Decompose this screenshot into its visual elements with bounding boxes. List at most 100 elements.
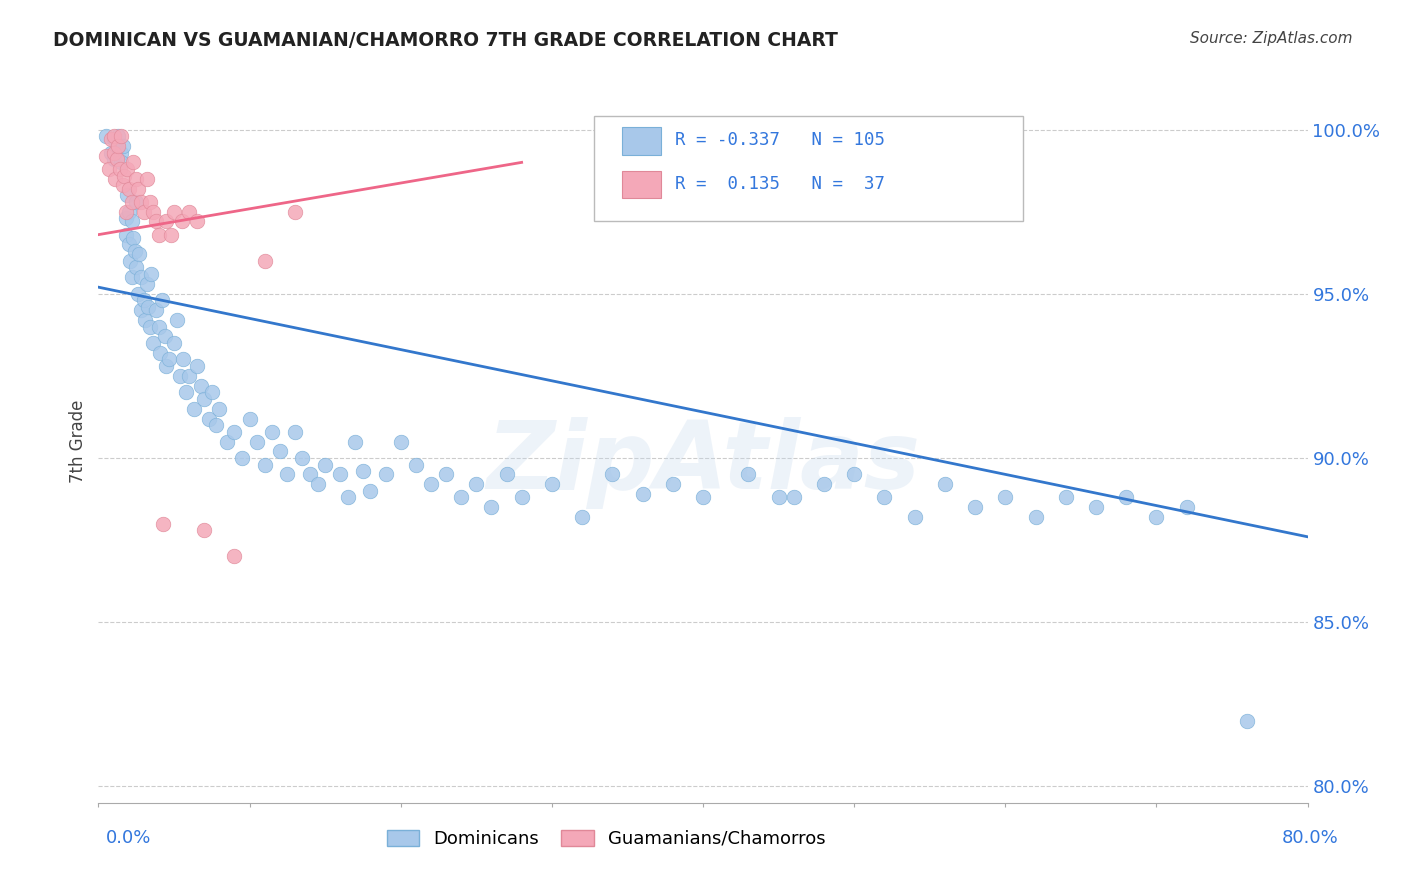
Point <box>299 467 322 482</box>
Point <box>139 194 162 209</box>
Point <box>94 149 117 163</box>
Point <box>148 319 170 334</box>
Point <box>374 467 396 482</box>
Point <box>127 286 149 301</box>
Point <box>118 237 141 252</box>
Point <box>208 401 231 416</box>
Point <box>873 491 896 505</box>
Point <box>269 444 291 458</box>
Point <box>114 211 136 226</box>
Legend: Dominicans, Guamanians/Chamorros: Dominicans, Guamanians/Chamorros <box>380 822 832 855</box>
Point <box>122 231 145 245</box>
Text: ZipAtlas: ZipAtlas <box>486 417 920 509</box>
Point <box>145 303 167 318</box>
Point <box>284 204 307 219</box>
Point <box>965 500 987 515</box>
Text: 80.0%: 80.0% <box>1282 829 1339 847</box>
Point <box>231 450 253 465</box>
Point <box>124 244 146 258</box>
Point <box>420 477 443 491</box>
Point <box>115 188 138 202</box>
Point <box>174 385 197 400</box>
Point <box>179 204 201 219</box>
Point <box>813 477 835 491</box>
Point <box>481 500 503 515</box>
Point <box>262 425 284 439</box>
Point <box>112 169 135 183</box>
Point <box>148 227 170 242</box>
Point <box>183 401 205 416</box>
Text: DOMINICAN VS GUAMANIAN/CHAMORRO 7TH GRADE CORRELATION CHART: DOMINICAN VS GUAMANIAN/CHAMORRO 7TH GRAD… <box>53 31 838 50</box>
Point <box>783 491 806 505</box>
Point <box>110 129 132 144</box>
Point <box>135 277 157 291</box>
Point <box>103 145 125 160</box>
Text: Source: ZipAtlas.com: Source: ZipAtlas.com <box>1189 31 1353 46</box>
Point <box>163 204 186 219</box>
Point <box>284 425 307 439</box>
Point <box>994 491 1017 505</box>
FancyBboxPatch shape <box>595 117 1024 221</box>
Point <box>1054 491 1077 505</box>
Point <box>114 227 136 242</box>
Point <box>98 161 121 176</box>
Point <box>186 214 208 228</box>
Point <box>150 293 173 308</box>
Point <box>1115 491 1137 505</box>
Point <box>307 477 329 491</box>
Point <box>114 204 136 219</box>
Point <box>134 313 156 327</box>
Point <box>224 425 246 439</box>
Point <box>136 300 159 314</box>
Point <box>224 549 246 564</box>
Point <box>110 145 132 160</box>
Point <box>108 161 131 176</box>
Point <box>155 359 177 373</box>
Point <box>737 467 759 482</box>
Point <box>118 182 141 196</box>
Point <box>540 477 562 491</box>
Point <box>121 214 143 228</box>
Point <box>121 194 143 209</box>
Point <box>253 458 276 472</box>
Point <box>1024 510 1046 524</box>
Point <box>336 491 359 505</box>
Point <box>246 434 269 449</box>
Point <box>115 161 138 176</box>
Point <box>160 227 183 242</box>
Point <box>934 477 956 491</box>
Point <box>169 368 191 383</box>
Point <box>314 458 336 472</box>
Point <box>1085 500 1108 515</box>
Point <box>166 313 188 327</box>
Point <box>571 510 593 524</box>
Point <box>118 204 141 219</box>
Point <box>100 132 122 146</box>
Point <box>103 129 125 144</box>
Point <box>602 467 624 482</box>
Point <box>190 378 212 392</box>
Point <box>100 145 122 160</box>
Point <box>120 254 142 268</box>
Point <box>405 458 427 472</box>
Point <box>172 352 194 367</box>
Text: R = -0.337   N = 105: R = -0.337 N = 105 <box>675 131 886 149</box>
Point <box>465 477 488 491</box>
Point <box>434 467 457 482</box>
Point <box>121 270 143 285</box>
Point <box>125 171 148 186</box>
Point <box>360 483 382 498</box>
Point <box>276 467 298 482</box>
Point <box>155 214 177 228</box>
Point <box>197 411 219 425</box>
Point <box>253 254 276 268</box>
Point <box>193 392 215 406</box>
Point <box>205 418 228 433</box>
Point <box>111 178 134 193</box>
Point <box>139 319 162 334</box>
Point <box>329 467 352 482</box>
Point <box>163 336 186 351</box>
Point <box>170 214 193 228</box>
Point <box>142 204 165 219</box>
Point <box>103 152 125 166</box>
